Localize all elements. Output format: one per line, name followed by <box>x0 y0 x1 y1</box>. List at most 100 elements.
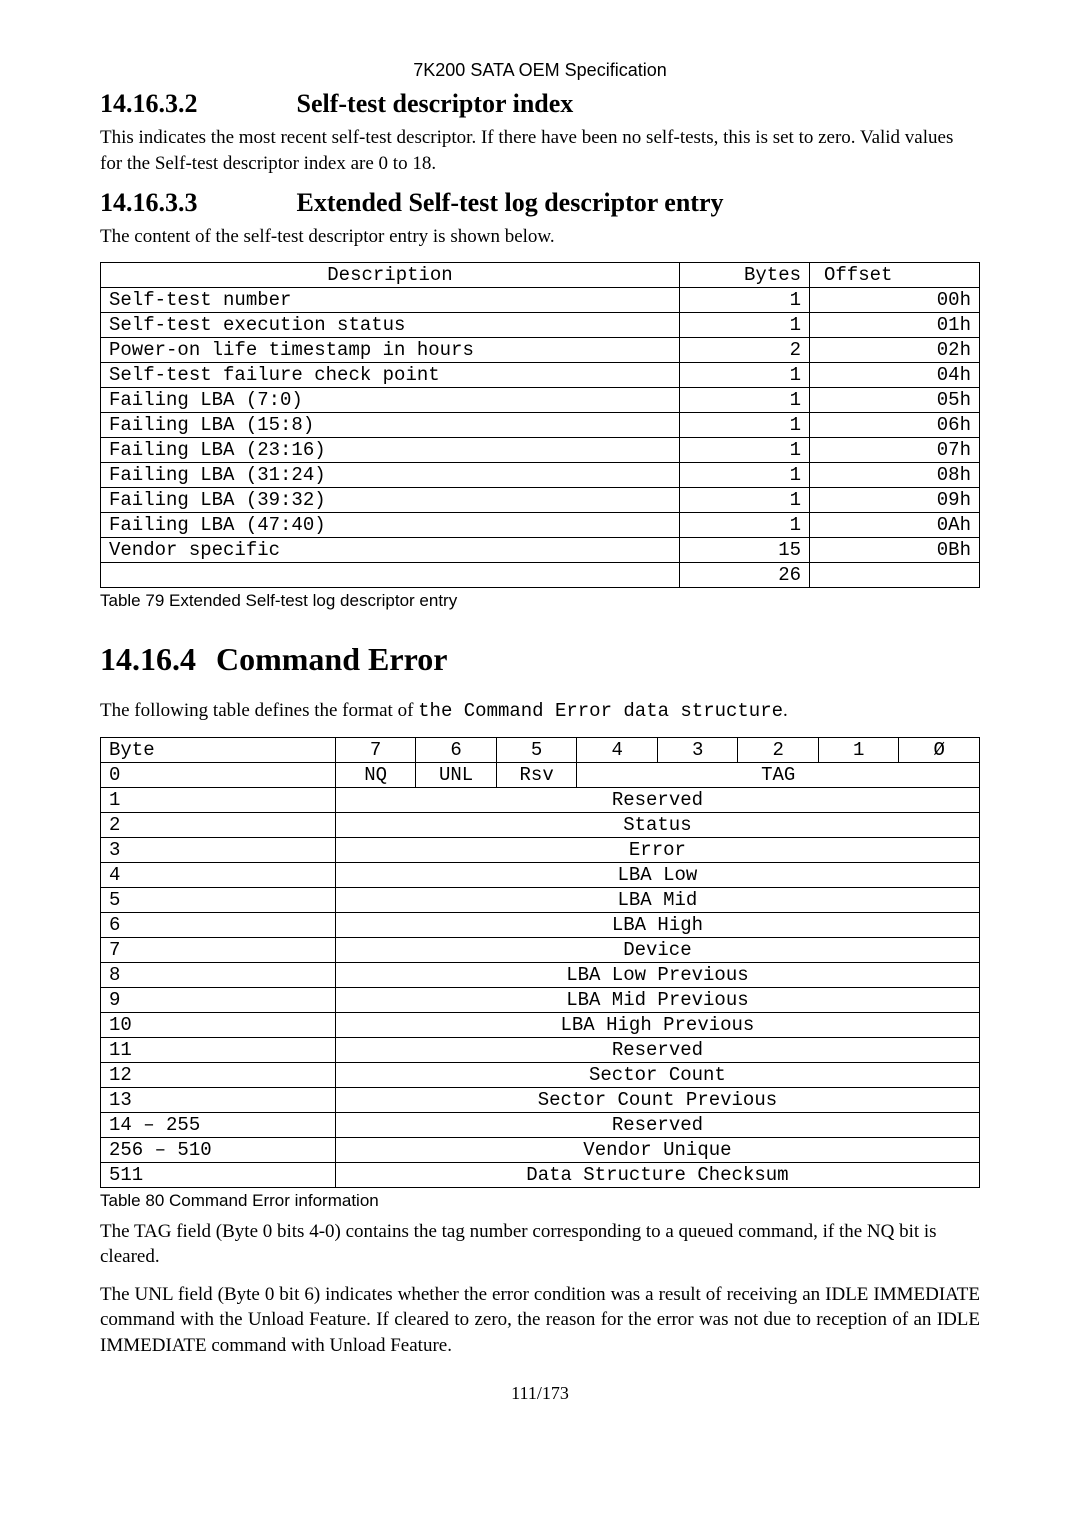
table-row: 7Device <box>101 937 980 962</box>
cell: 1 <box>680 512 810 537</box>
col-bit-2: 2 <box>738 737 819 762</box>
cell: 2 <box>680 337 810 362</box>
cell: 07h <box>810 437 980 462</box>
cell-value: LBA Mid Previous <box>335 987 979 1012</box>
cell-value: LBA High Previous <box>335 1012 979 1037</box>
cell: Failing LBA (23:16) <box>101 437 680 462</box>
cell-value: LBA Low Previous <box>335 962 979 987</box>
header-spec: 7K200 SATA OEM Specification <box>100 60 980 81</box>
cell-value: Data Structure Checksum <box>335 1162 979 1187</box>
table-row: 8LBA Low Previous <box>101 962 980 987</box>
col-offset: Offset <box>810 262 980 287</box>
table-row: 12Sector Count <box>101 1062 980 1087</box>
table-row: 2Status <box>101 812 980 837</box>
cell: 26 <box>680 562 810 587</box>
cell: 1 <box>680 387 810 412</box>
cell: Failing LBA (31:24) <box>101 462 680 487</box>
cell-byte: 2 <box>101 812 336 837</box>
cell: 1 <box>680 412 810 437</box>
cell-value: Status <box>335 812 979 837</box>
col-bit-6: 6 <box>416 737 497 762</box>
cell-value: LBA Low <box>335 862 979 887</box>
cell: 09h <box>810 487 980 512</box>
cell: 1 <box>680 462 810 487</box>
para-s1-1: This indicates the most recent self-test… <box>100 125 980 176</box>
table-row: 511Data Structure Checksum <box>101 1162 980 1187</box>
table-row: 5LBA Mid <box>101 887 980 912</box>
section-title: Extended Self-test log descriptor entry <box>297 188 724 217</box>
table-row: Vendor specific150Bh <box>101 537 980 562</box>
cell-nq: NQ <box>335 762 416 787</box>
col-bit-1: 1 <box>818 737 899 762</box>
col-bytes: Bytes <box>680 262 810 287</box>
col-description: Description <box>101 262 680 287</box>
cell-byte: 0 <box>101 762 336 787</box>
col-byte: Byte <box>101 737 336 762</box>
cell: Power-on life timestamp in hours <box>101 337 680 362</box>
section-number: 14.16.4 <box>100 641 196 677</box>
cell-value: Sector Count Previous <box>335 1087 979 1112</box>
cell-byte: 6 <box>101 912 336 937</box>
cell-value: Reserved <box>335 1037 979 1062</box>
cell: 06h <box>810 412 980 437</box>
cell: Failing LBA (47:40) <box>101 512 680 537</box>
table-row: Failing LBA (7:0)105h <box>101 387 980 412</box>
cell-byte: 5 <box>101 887 336 912</box>
col-bit-4: 4 <box>577 737 658 762</box>
para-s2-1: The content of the self-test descriptor … <box>100 224 980 250</box>
cell-unl: UNL <box>416 762 497 787</box>
table-row: Failing LBA (23:16)107h <box>101 437 980 462</box>
cell-byte: 11 <box>101 1037 336 1062</box>
cell: 00h <box>810 287 980 312</box>
section-number: 14.16.3.2 <box>100 89 290 119</box>
cell: 15 <box>680 537 810 562</box>
cell: 04h <box>810 362 980 387</box>
cell-value: Device <box>335 937 979 962</box>
table-row: Self-test execution status101h <box>101 312 980 337</box>
cell-tag: TAG <box>577 762 980 787</box>
cell: 1 <box>680 487 810 512</box>
cell: Failing LBA (7:0) <box>101 387 680 412</box>
cell: 1 <box>680 312 810 337</box>
cell-value: Reserved <box>335 1112 979 1137</box>
section-title: Command Error <box>216 641 447 677</box>
cell: Failing LBA (15:8) <box>101 412 680 437</box>
cell: 1 <box>680 437 810 462</box>
cell-byte: 14 – 255 <box>101 1112 336 1137</box>
para-tag: The TAG field (Byte 0 bits 4-0) contains… <box>100 1219 980 1270</box>
table-row: 26 <box>101 562 980 587</box>
col-bit-5: 5 <box>496 737 577 762</box>
cell-byte: 7 <box>101 937 336 962</box>
cell-byte: 511 <box>101 1162 336 1187</box>
cell-value: Sector Count <box>335 1062 979 1087</box>
cell <box>101 562 680 587</box>
table-row: 256 – 510Vendor Unique <box>101 1137 980 1162</box>
table-row: Power-on life timestamp in hours202h <box>101 337 980 362</box>
cell: Vendor specific <box>101 537 680 562</box>
heading-14-16-3-2: 14.16.3.2 Self-test descriptor index <box>100 89 980 119</box>
cell: 01h <box>810 312 980 337</box>
page-number: 111/173 <box>100 1383 980 1404</box>
table-row: 0 NQ UNL Rsv TAG <box>101 762 980 787</box>
cell: 1 <box>680 362 810 387</box>
table-79-caption: Table 79 Extended Self-test log descript… <box>100 591 980 611</box>
col-bit-0: Ø <box>899 737 980 762</box>
cell: 02h <box>810 337 980 362</box>
section-title: Self-test descriptor index <box>297 89 574 118</box>
text: The following table defines the format o… <box>100 700 418 721</box>
para-s3-1: The following table defines the format o… <box>100 698 980 725</box>
table-row: 9LBA Mid Previous <box>101 987 980 1012</box>
cell-rsv: Rsv <box>496 762 577 787</box>
heading-14-16-3-3: 14.16.3.3 Extended Self-test log descrip… <box>100 188 980 218</box>
table-row: Failing LBA (39:32)109h <box>101 487 980 512</box>
cell: 0Bh <box>810 537 980 562</box>
table-command-error: Byte 7 6 5 4 3 2 1 Ø 0 NQ UNL Rsv TAG 1R… <box>100 737 980 1188</box>
text: . <box>783 700 788 721</box>
col-bit-3: 3 <box>657 737 738 762</box>
table-row: Self-test failure check point104h <box>101 362 980 387</box>
cell: 1 <box>680 287 810 312</box>
table-row: 14 – 255Reserved <box>101 1112 980 1137</box>
table-row: 3Error <box>101 837 980 862</box>
cell: Self-test execution status <box>101 312 680 337</box>
table-row: 1Reserved <box>101 787 980 812</box>
